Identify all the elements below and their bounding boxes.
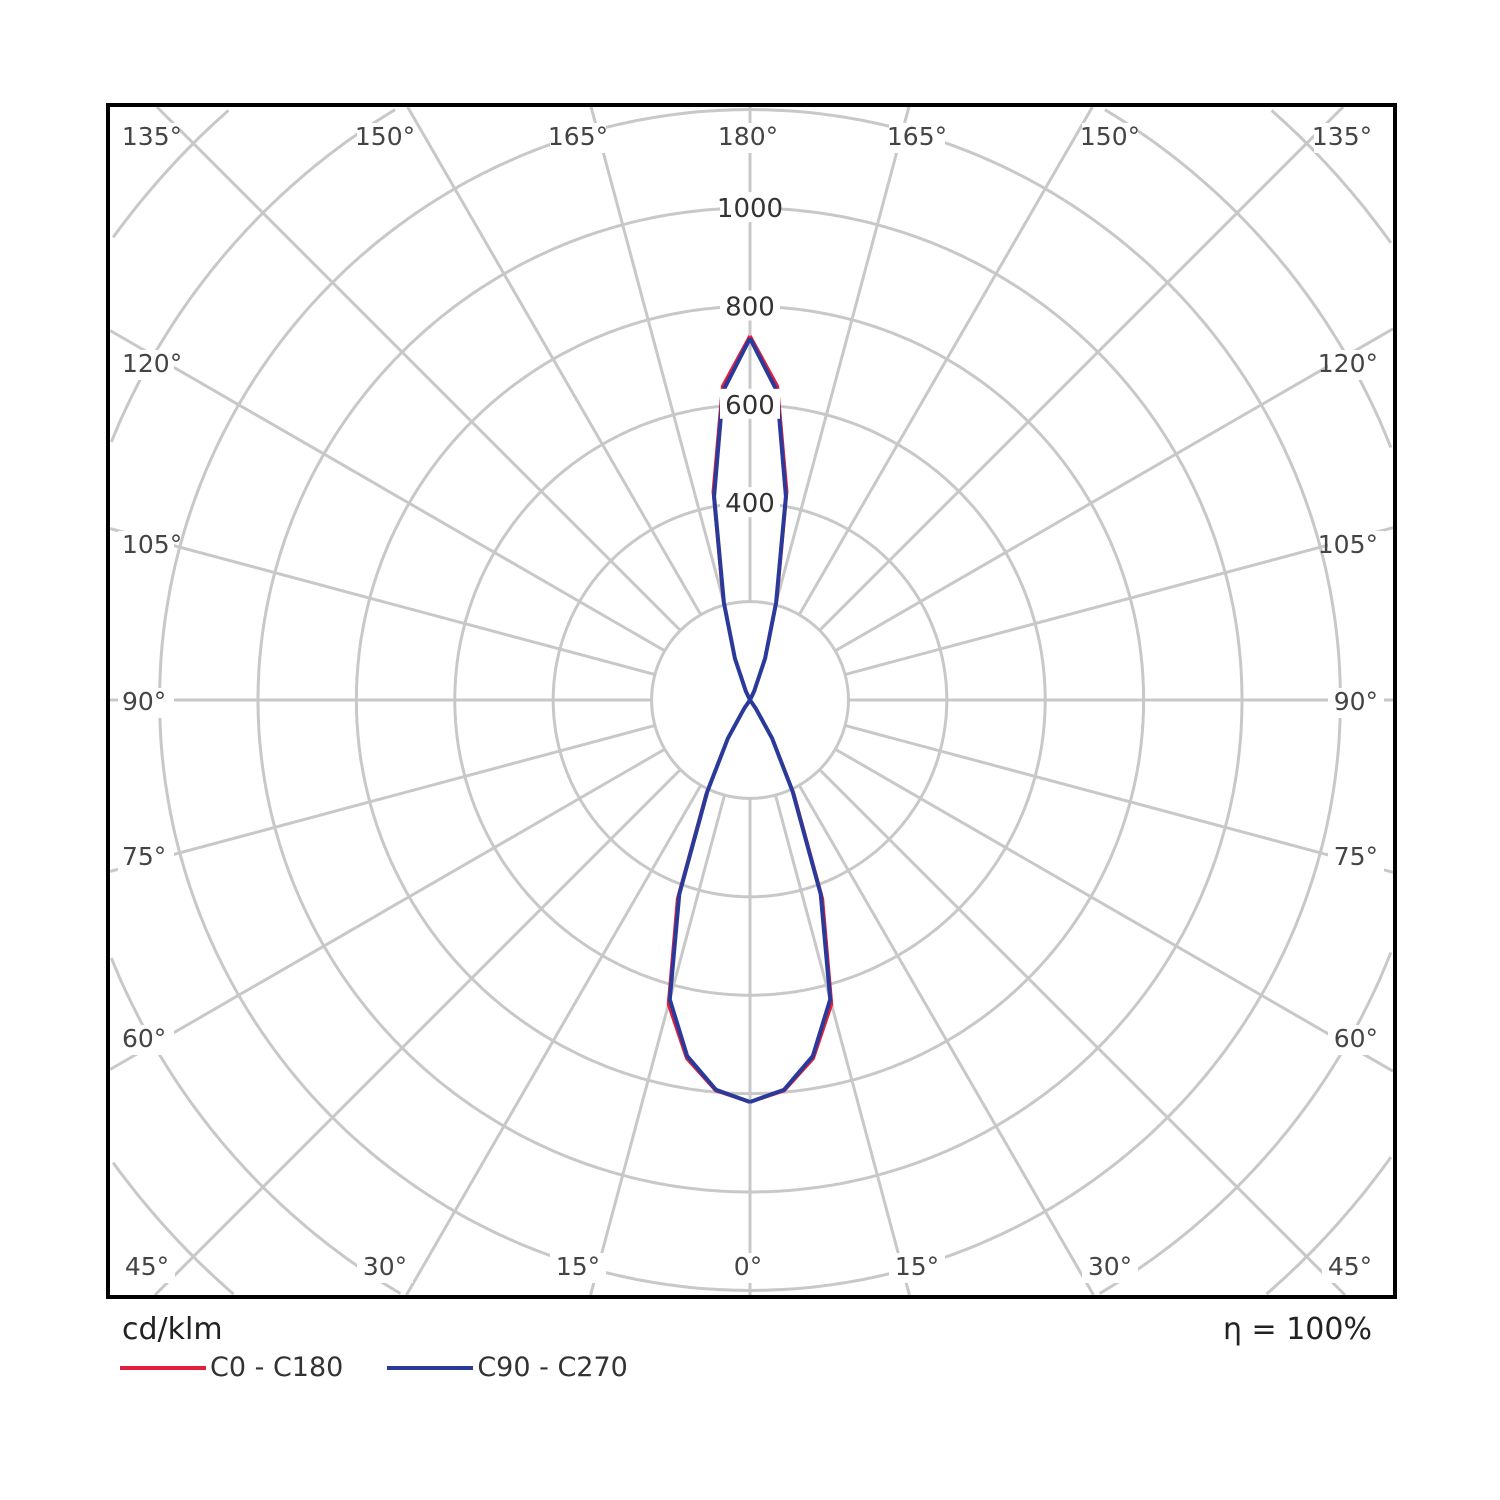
radial-tick-label: 600 bbox=[725, 391, 775, 421]
angle-label-bottom: 45° bbox=[1328, 1252, 1372, 1281]
grid-spoke bbox=[406, 106, 703, 616]
grid-spoke bbox=[109, 724, 656, 873]
grid-spoke bbox=[109, 747, 666, 1071]
grid-spoke bbox=[774, 106, 911, 606]
angle-label-top: 150° bbox=[355, 122, 415, 151]
angle-label-top: 150° bbox=[1080, 122, 1140, 151]
angle-label-bg bbox=[1314, 123, 1370, 153]
angle-label-bottom: 45° bbox=[125, 1252, 169, 1281]
angle-label-bottom: 15° bbox=[895, 1252, 939, 1281]
ring-label-bg bbox=[720, 290, 780, 321]
angle-label-bg bbox=[1322, 1253, 1378, 1283]
radial-tick-label: 1000 bbox=[717, 194, 783, 224]
angle-label-bg bbox=[1328, 350, 1384, 380]
ring-label-bg bbox=[720, 487, 780, 518]
angle-label-bg bbox=[550, 1253, 606, 1283]
angle-label-bg bbox=[119, 1253, 175, 1283]
intensity-curves bbox=[666, 335, 834, 1104]
angle-label-bottom: 30° bbox=[1088, 1252, 1132, 1281]
unit-label: cd/klm bbox=[122, 1312, 223, 1347]
angle-label-bg bbox=[357, 123, 413, 153]
grid-spoke bbox=[405, 784, 703, 1296]
angle-label-left: 75° bbox=[122, 842, 166, 871]
legend-swatch-c90-c270 bbox=[387, 1365, 474, 1370]
grid-ring bbox=[110, 108, 1393, 1295]
angle-label-bg bbox=[889, 1253, 945, 1283]
angle-label-right: 75° bbox=[1334, 842, 1378, 871]
legend: C0 - C180 C90 - C270 bbox=[120, 1352, 672, 1383]
angle-label-right: 105° bbox=[1318, 530, 1378, 559]
grid-spoke bbox=[834, 747, 1394, 1073]
angle-label-left: 60° bbox=[122, 1024, 166, 1053]
angle-label-right: 60° bbox=[1334, 1024, 1378, 1053]
grid-spoke bbox=[818, 768, 1347, 1297]
angle-label-bg bbox=[124, 123, 180, 153]
angle-label-bg bbox=[720, 1253, 776, 1283]
radial-tick-label: 400 bbox=[725, 489, 775, 519]
angle-label-top: 135° bbox=[122, 122, 182, 151]
grid-spoke bbox=[153, 768, 682, 1297]
angle-label-bg bbox=[1328, 531, 1384, 561]
angle-label-bg bbox=[357, 1253, 413, 1283]
angle-label-bg bbox=[1082, 1253, 1138, 1283]
legend-label-c0-c180: C0 - C180 bbox=[210, 1352, 344, 1383]
angle-label-left: 120° bbox=[122, 349, 182, 378]
angle-label-bottom: 30° bbox=[363, 1252, 407, 1281]
angle-label-left: 90° bbox=[122, 687, 166, 716]
angle-label-bg bbox=[1328, 688, 1384, 718]
grid-spoke bbox=[109, 527, 656, 676]
grid-spoke bbox=[589, 794, 726, 1296]
grid-spoke bbox=[834, 327, 1394, 653]
angle-label-bg bbox=[118, 350, 174, 380]
grid-spoke bbox=[109, 329, 666, 653]
angle-label-bg bbox=[720, 123, 776, 153]
angle-label-bg bbox=[1328, 843, 1384, 873]
grid-spoke bbox=[774, 794, 911, 1296]
angle-label-bottom: 15° bbox=[556, 1252, 600, 1281]
angle-label-bottom: 0° bbox=[734, 1252, 762, 1281]
angle-label-top: 135° bbox=[1312, 122, 1372, 151]
grid-spoke bbox=[797, 784, 1095, 1296]
ring-label-bg bbox=[720, 388, 780, 419]
legend-item-c90-c270: C90 - C270 bbox=[387, 1352, 628, 1383]
legend-label-c90-c270: C90 - C270 bbox=[477, 1352, 628, 1383]
angle-label-top: 165° bbox=[887, 122, 947, 151]
angle-label-right: 120° bbox=[1318, 349, 1378, 378]
ring-label-bg bbox=[720, 192, 780, 222]
angle-labels: 135° 150° 165° 180° 165° 150° 135° 120° 105° 90° 7… bbox=[118, 122, 1384, 1283]
legend-item-c0-c180: C0 - C180 bbox=[120, 1352, 343, 1383]
angle-label-bg bbox=[1082, 123, 1138, 153]
angle-label-bg bbox=[118, 843, 174, 873]
grid-spoke bbox=[844, 724, 1394, 874]
grid-spoke bbox=[818, 105, 1345, 632]
angle-label-right: 90° bbox=[1334, 687, 1378, 716]
radial-tick-labels: 400 600 800 1000 bbox=[717, 192, 783, 519]
polar-grid bbox=[109, 105, 1394, 1297]
legend-swatch-c0-c180 bbox=[120, 1365, 206, 1370]
series-line-c90-c270-left bbox=[667, 337, 752, 1104]
efficiency-label: η = 100% bbox=[1223, 1312, 1372, 1347]
angle-label-left: 105° bbox=[122, 530, 182, 559]
angle-label-bg bbox=[889, 123, 945, 153]
grid-spoke bbox=[844, 526, 1394, 676]
angle-label-top: 180° bbox=[718, 122, 778, 151]
grid-spoke bbox=[589, 106, 726, 606]
angle-label-top: 165° bbox=[548, 122, 608, 151]
grid-spoke bbox=[797, 106, 1094, 616]
grid-spoke bbox=[155, 105, 682, 632]
angle-label-bg bbox=[118, 688, 174, 718]
angle-label-bg bbox=[1328, 1025, 1384, 1055]
radial-tick-label: 800 bbox=[725, 292, 775, 322]
angle-label-bg bbox=[118, 531, 174, 561]
chart-frame bbox=[106, 103, 1397, 1299]
series-line-c90-c270-right bbox=[748, 337, 833, 1104]
grid-ring bbox=[111, 109, 1393, 1296]
angle-label-bg bbox=[118, 1025, 174, 1055]
angle-label-bg bbox=[550, 123, 606, 153]
